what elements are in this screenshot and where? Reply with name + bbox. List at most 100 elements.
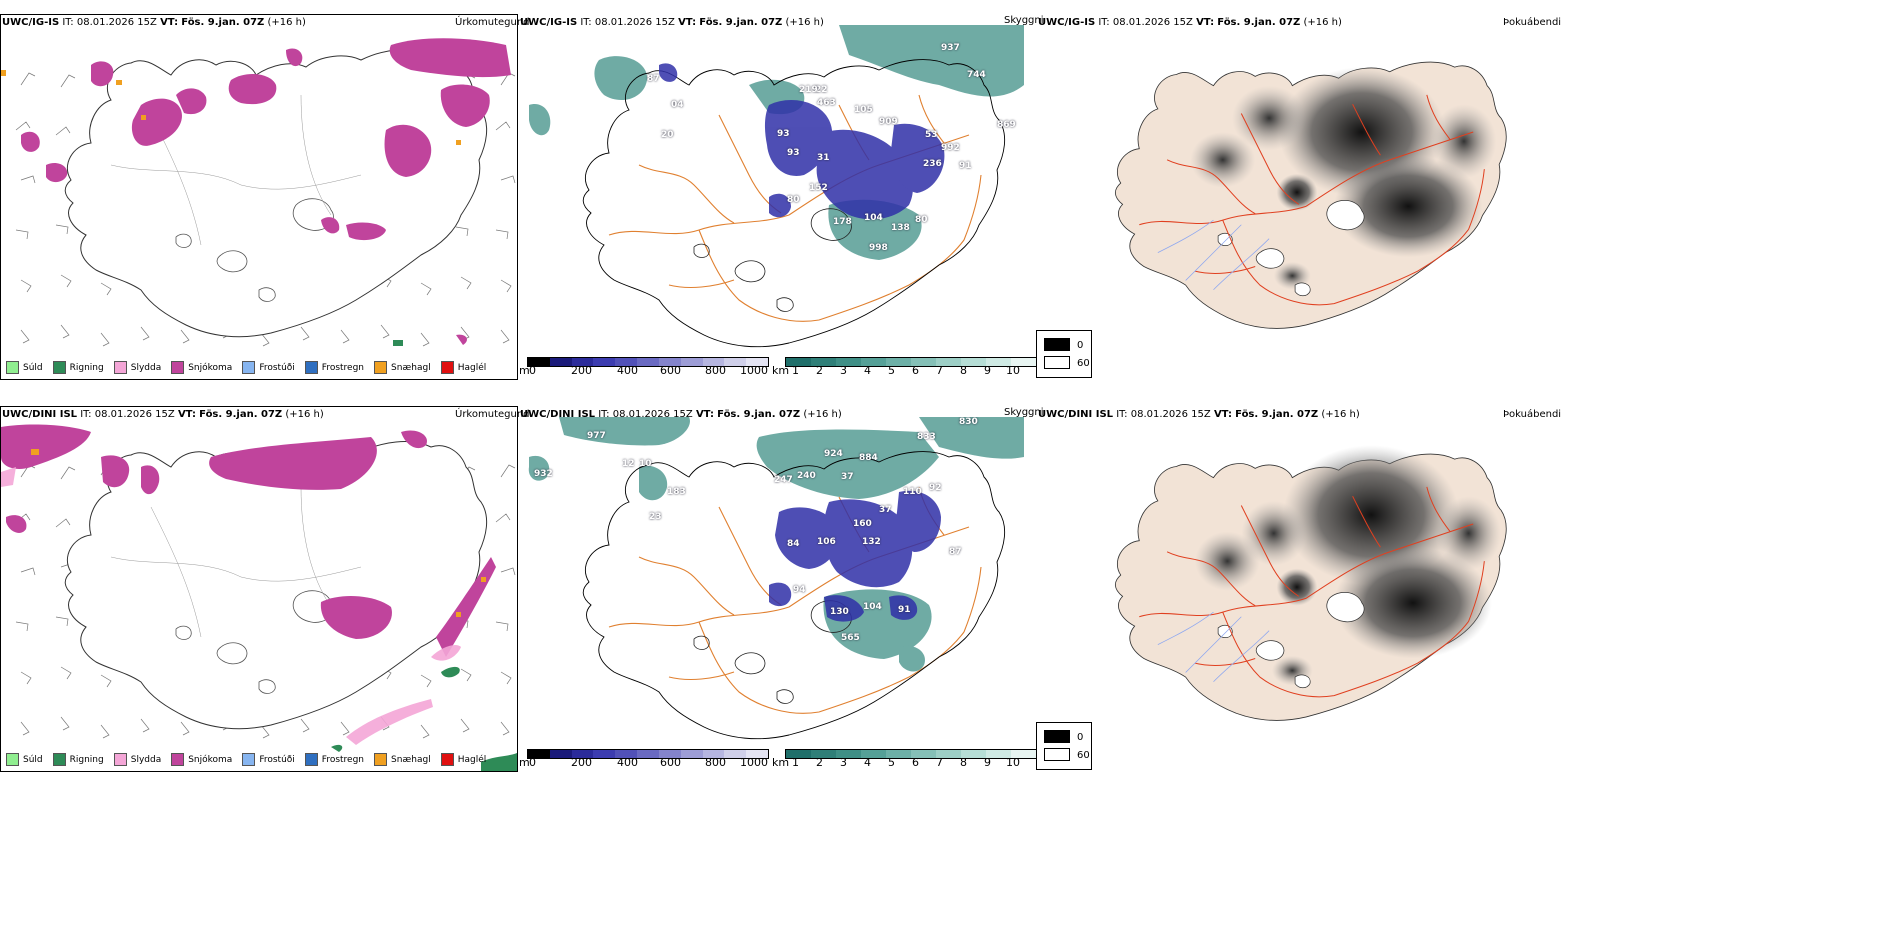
low-vis-blue-row1: [659, 63, 945, 220]
vis-title-row1: Skyggni: [1004, 15, 1044, 26]
vis-value: 932: [534, 469, 553, 479]
vis-value: 236: [923, 159, 942, 169]
legend-label: Snjókoma: [188, 362, 233, 373]
tick-label: 0: [529, 364, 536, 377]
swatch-hail: [440, 753, 454, 766]
tick-label: 800: [705, 756, 726, 769]
swatch-snow: [171, 753, 185, 766]
swatch-snow: [171, 361, 185, 374]
tick-label: 6: [912, 364, 919, 377]
cloud-header-row2: UWC/DINI ISL IT: 08.01.2026 15Z VT: Fös.…: [1038, 409, 1360, 420]
legend-item: Snæhagl: [374, 753, 431, 766]
vis-value: 240: [797, 471, 816, 481]
vis-value: 884: [859, 453, 878, 463]
swatch-freezing-drizzle: [242, 361, 256, 374]
precip-map-row2: [1, 424, 517, 771]
model-name: UWC/IG-IS: [520, 17, 578, 28]
cloud-swatch-light: [1044, 356, 1070, 369]
legend-label: Súld: [23, 754, 43, 765]
vis-value: 84: [787, 539, 800, 549]
tick-label: 5: [888, 756, 895, 769]
precip-title-row2: Úrkomutegund: [455, 409, 530, 420]
tick-label: 600: [660, 364, 681, 377]
cloud-legend-top: 0: [1077, 340, 1084, 351]
legend-label: Snjókoma: [188, 754, 233, 765]
vis-value: 105: [854, 105, 873, 115]
it-value: 08.01.2026 15Z: [1112, 17, 1193, 28]
vis-value: 152: [809, 183, 828, 193]
vis-value: 463: [817, 98, 836, 108]
snow-areas-row1: [21, 38, 511, 345]
legend-label: Frostregn: [321, 362, 365, 373]
vis-value: 937: [941, 43, 960, 53]
legend-item: Frostúði: [242, 361, 295, 374]
legend-label: Snæhagl: [391, 754, 431, 765]
vis-value: 924: [824, 449, 843, 459]
it-label: IT:: [62, 17, 74, 28]
vis-value: 110: [903, 487, 922, 497]
vis-value: 37: [841, 472, 854, 482]
tick-label: 3: [840, 756, 847, 769]
legend-label: Súld: [23, 362, 43, 373]
tick-label: 4: [864, 756, 871, 769]
tick-label: 2: [816, 756, 823, 769]
swatch-rain: [52, 753, 66, 766]
model-name: UWC/IG-IS: [2, 17, 60, 28]
vis-title-row2: Skyggni: [1004, 407, 1044, 418]
precip-title-row1: Úrkomutegund: [455, 17, 530, 28]
vis-value: 37: [879, 505, 892, 515]
model-name: UWC/DINI ISL: [520, 409, 596, 420]
tick-label: 1: [792, 756, 799, 769]
vis-value: 833: [917, 432, 936, 442]
legend-item: Frostregn: [304, 753, 364, 766]
vt-label: VT:: [160, 17, 179, 28]
lead-time: (+16 h): [785, 17, 824, 28]
vis-km-colorbar-row2: [785, 749, 1037, 759]
cloud-legend-bottom: 60: [1077, 750, 1090, 761]
tick-label: 3: [840, 364, 847, 377]
vt-label: VT:: [695, 409, 714, 420]
legend-item: Snjókoma: [171, 361, 232, 374]
it-label: IT:: [80, 409, 92, 420]
swatch-freezing-drizzle: [242, 753, 256, 766]
legend-label: Rigning: [69, 362, 104, 373]
tick-label: 400: [617, 364, 638, 377]
vis-value: 104: [863, 602, 882, 612]
tick-label: 7: [936, 756, 943, 769]
cloud-title-row1: Þokuábendi: [1503, 17, 1562, 28]
vis-value: 87: [949, 547, 962, 557]
tick-label: 8: [960, 756, 967, 769]
cloud-map-row1: [1114, 61, 1507, 329]
vis-value: 04: [671, 100, 684, 110]
precip-header-row1: UWC/IG-IS IT: 08.01.2026 15Z VT: Fös. 9.…: [2, 17, 306, 28]
unit-label: km: [772, 756, 790, 769]
legend-item: Slydda: [113, 361, 161, 374]
it-value: 08.01.2026 15Z: [1130, 409, 1211, 420]
model-name: UWC/IG-IS: [1038, 17, 1096, 28]
vis-value: 80: [787, 195, 800, 205]
it-value: 08.01.2026 15Z: [76, 17, 157, 28]
vis-value: 565: [841, 633, 860, 643]
legend-item: Snjókoma: [171, 753, 232, 766]
vis-value: 91: [959, 161, 972, 171]
it-label: IT:: [1116, 409, 1128, 420]
tick-label: 600: [660, 756, 681, 769]
vis-value: 87: [647, 74, 660, 84]
low-vis-teal-row2: [528, 417, 1024, 672]
lead-time: (+16 h): [803, 409, 842, 420]
precip-legend-row1: Súld Rigning Slydda Snjókoma Frostúði Fr…: [6, 361, 496, 374]
vis-value: 992: [941, 143, 960, 153]
vis-km-colorbar-row1: [785, 357, 1037, 367]
vis-value: 183: [667, 487, 686, 497]
unit-label: km: [772, 364, 790, 377]
vis-value: 178: [833, 217, 852, 227]
vis-value: 130: [830, 607, 849, 617]
tick-label: 7: [936, 364, 943, 377]
low-vis-blue-row2: [769, 490, 941, 622]
precip-panel-row1: Súld Rigning Slydda Snjókoma Frostúði Fr…: [0, 14, 518, 380]
vt-label: VT:: [1196, 17, 1215, 28]
legend-item: Frostúði: [242, 753, 295, 766]
vis-value: 20: [661, 130, 674, 140]
vis-value: 247: [774, 475, 793, 485]
tick-label: 0: [529, 756, 536, 769]
